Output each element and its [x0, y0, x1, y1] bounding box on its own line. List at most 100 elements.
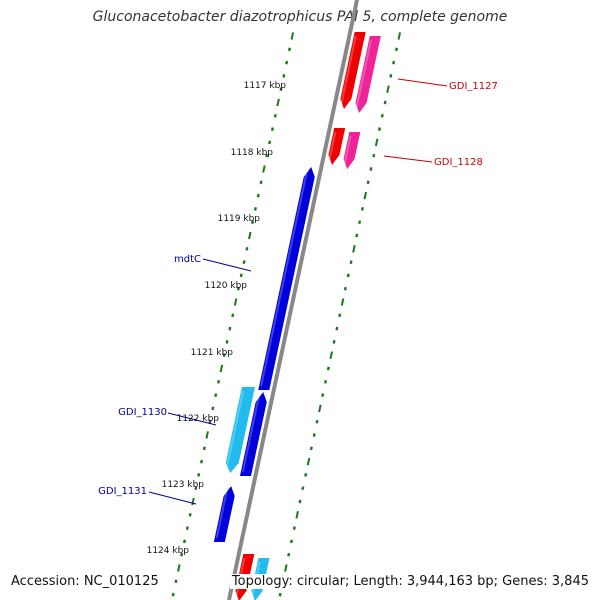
outer-tick	[312, 433, 316, 437]
inner-tick	[180, 552, 184, 557]
tick-label: 1120 kbp	[205, 281, 248, 291]
outer-tick	[366, 180, 370, 185]
inner-tick	[214, 393, 218, 397]
inner-tick	[211, 406, 215, 411]
gene-gdi-1128-pink	[343, 132, 361, 169]
gene-gdi-1128-red-highlight	[328, 131, 337, 161]
gene-gdi-1128-pink-highlight	[343, 135, 352, 165]
inner-tick	[197, 473, 201, 477]
outer-tick	[358, 220, 362, 225]
gene-label: GDI_1131	[98, 486, 147, 497]
inner-tick	[248, 231, 252, 240]
outer-tick	[289, 539, 294, 544]
inner-tick	[256, 193, 260, 198]
tick-label: 1119 kbp	[218, 214, 261, 224]
topology-text: Topology: circular; Length: 3,944,163 bp…	[229, 574, 591, 589]
tick-label: 1123 kbp	[162, 480, 205, 490]
page-title: Gluconacetobacter diazotrophicus PAl 5, …	[92, 9, 508, 25]
inner-tick	[290, 32, 295, 40]
inner-tick	[236, 286, 240, 291]
gene-label-leader	[383, 155, 433, 163]
gene-gdi-1128-red	[328, 128, 346, 165]
outer-tick	[326, 366, 330, 371]
accession-text: Accession: NC_010125	[9, 574, 161, 589]
outer-tick	[352, 244, 356, 253]
outer-tick	[287, 552, 291, 557]
outer-tick	[324, 379, 328, 384]
gene-gdi-1127-red	[340, 32, 366, 109]
tick-label: 1121 kbp	[191, 348, 234, 358]
outer-tick	[321, 393, 325, 397]
inner-tick	[239, 273, 243, 278]
inner-tick	[270, 127, 274, 131]
outer-tick	[301, 486, 305, 491]
gene-gdi-1130-cyan	[225, 387, 255, 473]
gene-gdi-1127-pink	[355, 36, 381, 113]
inner-tick	[174, 579, 178, 584]
outer-tick	[372, 153, 376, 158]
tick-label: 1118 kbp	[231, 148, 274, 158]
outer-tick	[315, 419, 319, 424]
inner-tick	[182, 539, 187, 544]
gene-gdi-1127-pink-highlight	[355, 39, 372, 109]
inner-tick	[200, 459, 204, 464]
outer-tick	[394, 47, 398, 52]
outer-tick	[349, 260, 353, 264]
gene-label-leader	[202, 258, 252, 272]
outer-tick	[363, 191, 368, 200]
tick-label: 1117 kbp	[244, 81, 287, 91]
outer-tick	[335, 326, 339, 331]
outer-tick	[380, 113, 384, 118]
outer-tick	[318, 404, 322, 413]
gene-mdtc-highlight	[260, 171, 308, 387]
outer-tick	[284, 564, 288, 572]
inner-tick	[259, 180, 263, 185]
outer-tick	[355, 233, 359, 238]
label-layer: 1117 kbp 1118 kbp 1119 kbp 1120 kbp 1121 kbp…	[98, 78, 498, 556]
gene-label: GDI_1130	[118, 407, 167, 418]
outer-tick	[298, 499, 302, 504]
inner-tick	[217, 379, 221, 384]
inner-tick	[194, 486, 198, 491]
tick-label: 1124 kbp	[147, 546, 190, 556]
inner-tick	[171, 592, 175, 597]
outer-tick	[346, 273, 350, 278]
inner-tick	[265, 153, 269, 158]
gene-mdtc	[258, 167, 315, 390]
inner-tick	[225, 340, 229, 344]
inner-tick	[285, 60, 289, 65]
inner-tick	[276, 98, 280, 107]
outer-tick	[383, 100, 387, 105]
inner-tick	[205, 431, 209, 439]
outer-tick	[377, 127, 381, 131]
inner-tick	[219, 364, 224, 373]
inner-tick	[287, 47, 291, 52]
inner-tick	[279, 87, 283, 92]
inner-tick	[222, 353, 226, 358]
inner-tick	[231, 313, 235, 318]
inner-tick	[233, 298, 238, 306]
gene-gdi-1130-blue-highlight	[241, 396, 260, 473]
outer-tick	[360, 207, 364, 211]
outer-tick	[374, 138, 379, 147]
outer-tick	[329, 351, 333, 360]
gene-label: GDI_1128	[434, 157, 483, 168]
gene-label-leader	[397, 78, 448, 87]
gene-gdi-1131	[213, 486, 235, 542]
gene-label: mdtC	[174, 254, 201, 265]
outer-tick	[292, 526, 296, 530]
tick-label: 1122 kbp	[177, 414, 220, 424]
inner-tick	[228, 326, 232, 331]
outer-tick	[278, 592, 282, 597]
gene-gdi-1127-red-highlight	[340, 35, 357, 105]
outer-tick	[306, 457, 311, 466]
inner-tick	[202, 446, 206, 451]
genome-backbone	[227, 0, 359, 600]
inner-tick	[177, 564, 181, 572]
outer-tick	[340, 298, 345, 306]
gene-gdi-1130-cyan-highlight	[225, 390, 245, 469]
outer-tick	[389, 74, 393, 78]
inner-tick	[245, 246, 249, 251]
gene-label: GDI_1127	[449, 81, 498, 92]
gene-gdi-1130-blue	[239, 392, 267, 476]
